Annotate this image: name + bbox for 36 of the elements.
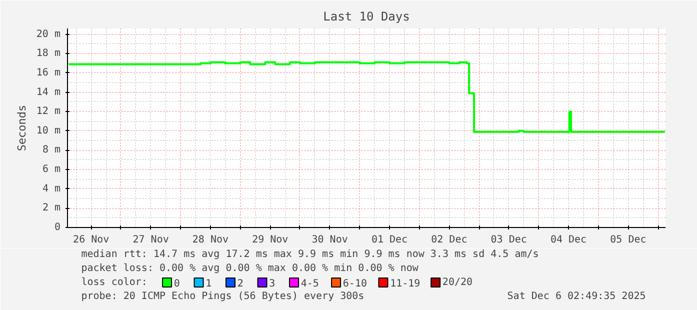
text: packet loss: 0.00 % avg 0.00 % max 0.00 % min 0.00 % now [81,263,420,274]
x-tick-label: 30 Nov [312,234,348,246]
y-tick-label: 6 m [42,164,60,176]
x-tick-label: 03 Dec [490,234,527,246]
legend-label: 1 [206,278,212,290]
chart-title: Last 10 Days [323,10,410,24]
legend-label: 4-5 [300,278,319,290]
text: median rtt: 14.7 ms avg 17.2 ms max 9.9 ms min 9.9 ms now 3.3 ms sd 4.5 am/s [81,249,539,260]
legend-label: 3 [269,278,276,290]
legend-label: 11-19 [390,278,420,290]
x-tick-label: 05 Dec [610,234,646,246]
legend-title: loss color: [81,277,148,288]
y-tick-label: 16 m [36,67,61,78]
legend-label: 0 [174,278,180,290]
y-tick-label: 20 m [36,28,61,40]
legend-label: 6-10 [342,278,367,290]
y-tick-label: 0 [54,222,61,233]
y-axis-title: Seconds [15,104,28,152]
text: Sat Dec 6 02:49:35 2025 [507,291,646,302]
legend-label: 20/20 [442,277,473,288]
x-tick-label: 02 Dec [431,234,468,246]
y-tick-label: 12 m [36,106,61,118]
x-tick-label: 26 Nov [73,234,110,246]
legend-label: 2 [237,278,244,290]
x-tick-label: 01 Dec [371,234,408,246]
y-tick-label: 10 m [36,125,61,136]
y-tick-label: 4 m [42,183,60,194]
y-tick-label: 14 m [36,86,61,98]
x-tick-label: 29 Nov [252,234,288,246]
x-tick-label: 27 Nov [132,234,169,246]
y-tick-label: 2 m [42,202,60,214]
text: probe: 20 ICMP Echo Pings (56 Bytes) every 300s [81,291,364,302]
y-tick-label: 18 m [36,48,61,60]
x-tick-label: 28 Nov [192,234,229,246]
x-tick-label: 04 Dec [550,234,587,246]
y-tick-label: 8 m [42,144,60,156]
